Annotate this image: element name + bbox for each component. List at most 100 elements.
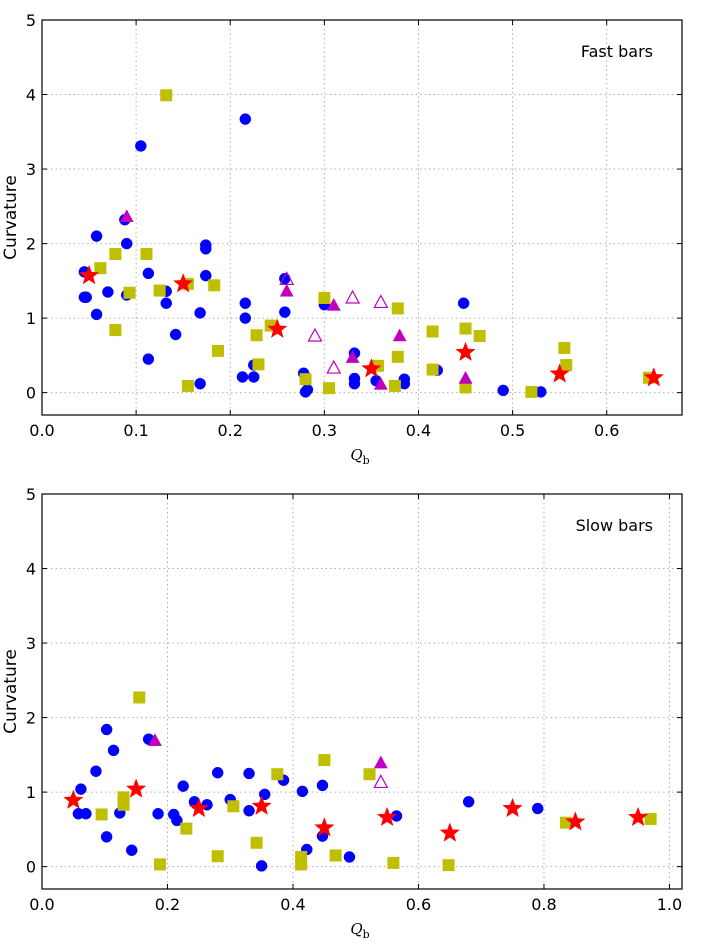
slow-bars-y-tick-label: 4 bbox=[26, 560, 36, 579]
slow-bars-star-marker bbox=[125, 778, 147, 798]
slow-bars-circle-marker bbox=[125, 844, 138, 856]
slow-bars-circle-marker bbox=[171, 814, 183, 827]
slow-bars-x-axis-label-subscript: b bbox=[363, 928, 370, 941]
fast-bars-square-marker bbox=[252, 358, 265, 371]
slow-bars-circle-marker bbox=[100, 723, 113, 736]
fast-bars-square-marker bbox=[473, 330, 486, 342]
slow-bars-circle-marker bbox=[255, 860, 268, 872]
fast-bars-circle-marker bbox=[90, 308, 103, 321]
fast-bars-circle-marker bbox=[279, 306, 291, 318]
slow-bars-plot-frame bbox=[41, 493, 683, 890]
fast-bars-star-marker bbox=[267, 318, 288, 338]
fast-bars-x-tick-label: 0.6 bbox=[594, 421, 619, 440]
slow-bars-square-marker bbox=[211, 850, 224, 863]
slow-bars-star-marker bbox=[376, 806, 398, 827]
fast-bars-y-tick-label: 2 bbox=[26, 235, 36, 254]
fast-bars-open-triangle-marker bbox=[373, 294, 389, 309]
fast-bars-x-tick-label: 0.5 bbox=[500, 421, 525, 440]
slow-bars-x-tick-label: 0.0 bbox=[29, 895, 54, 914]
fast-bars-x-tick-label: 0.1 bbox=[123, 421, 148, 440]
fast-bars-circle-marker bbox=[239, 297, 252, 309]
fast-bars-x-axis-label-subscript: b bbox=[363, 454, 370, 467]
slow-bars-square-marker bbox=[363, 768, 376, 781]
slow-bars-star-marker bbox=[63, 789, 84, 809]
fast-bars-y-tick-label: 0 bbox=[26, 384, 36, 403]
slow-bars-circle-marker bbox=[107, 744, 120, 757]
fast-bars-circle-marker bbox=[348, 377, 361, 390]
slow-bars-square-marker bbox=[644, 812, 657, 825]
slow-bars-square-marker bbox=[295, 858, 308, 871]
fast-bars-square-marker bbox=[140, 248, 153, 261]
slow-bars-square-marker bbox=[180, 822, 193, 835]
slow-bars-x-tick-label: 0.2 bbox=[155, 895, 180, 914]
fast-bars-open-triangle-marker bbox=[345, 289, 361, 304]
fast-bars-square-marker bbox=[459, 322, 472, 335]
fast-bars-y-axis-label: Curvature bbox=[1, 175, 21, 260]
fast-bars-square-marker bbox=[212, 344, 224, 357]
slow-bars-square-marker bbox=[133, 691, 146, 704]
fast-bars-circle-marker bbox=[142, 267, 155, 280]
slow-bars-square-marker bbox=[95, 808, 108, 821]
fast-bars-triangle-marker bbox=[119, 209, 134, 223]
fast-bars-triangle-marker bbox=[373, 376, 388, 390]
slow-bars-square-marker bbox=[153, 858, 166, 871]
fast-bars-square-marker bbox=[459, 381, 472, 394]
fast-bars-circle-marker bbox=[80, 291, 92, 303]
fast-bars-open-triangle-marker bbox=[326, 359, 342, 374]
fast-bars-triangle-marker bbox=[345, 350, 360, 363]
fast-bars-circle-marker bbox=[248, 371, 260, 383]
fast-bars-circle-marker bbox=[457, 297, 470, 309]
fast-bars-square-marker bbox=[250, 329, 263, 342]
slow-bars-y-tick-label: 1 bbox=[26, 783, 36, 802]
fast-bars-star-marker bbox=[172, 273, 194, 293]
fast-bars-star-marker bbox=[455, 341, 476, 362]
fast-bars-x-tick-label: 0.4 bbox=[406, 421, 431, 440]
fast-bars-circle-marker bbox=[120, 237, 133, 250]
fast-bars-circle-marker bbox=[160, 297, 172, 309]
fast-bars-circle-marker bbox=[236, 371, 249, 383]
slow-bars-y-tick-label: 3 bbox=[26, 634, 36, 653]
slow-bars-circle-marker bbox=[343, 851, 356, 863]
fast-bars-square-marker bbox=[391, 302, 404, 315]
slow-bars-star-marker bbox=[188, 797, 210, 818]
fast-bars-circle-marker bbox=[169, 328, 182, 341]
slow-bars-square-marker bbox=[329, 849, 342, 862]
fast-bars-star-marker bbox=[361, 358, 382, 378]
fast-bars-square-marker bbox=[299, 373, 312, 386]
fast-bars-square-marker bbox=[160, 89, 173, 102]
fast-bars-y-tick-label: 3 bbox=[26, 160, 36, 179]
slow-bars-circle-marker bbox=[316, 779, 329, 792]
slow-bars-circle-marker bbox=[80, 807, 92, 820]
slow-bars-square-marker bbox=[318, 754, 331, 767]
fast-bars-circle-marker bbox=[200, 269, 212, 282]
fast-bars-open-triangle-marker bbox=[279, 271, 295, 285]
fast-bars-square-marker bbox=[208, 279, 221, 292]
fast-bars-y-tick-label: 4 bbox=[26, 86, 36, 105]
fast-bars-triangle-marker bbox=[392, 328, 407, 342]
fast-bars-triangle-marker bbox=[458, 370, 473, 384]
slow-bars-square-marker bbox=[271, 768, 284, 781]
slow-bars-circle-marker bbox=[177, 780, 189, 792]
fast-bars-square-marker bbox=[153, 284, 166, 297]
fast-bars-square-marker bbox=[181, 379, 194, 392]
slow-bars-triangle-marker bbox=[373, 755, 388, 769]
slow-bars-square-marker bbox=[250, 836, 263, 849]
fast-bars-circle-marker bbox=[301, 383, 314, 396]
slow-bars-square-marker bbox=[387, 856, 400, 869]
fast-bars-x-axis-label: Qb bbox=[350, 446, 369, 467]
fast-bars-triangle-marker bbox=[326, 297, 341, 311]
fast-bars-square-marker bbox=[426, 325, 439, 338]
slow-bars-star-marker bbox=[251, 795, 272, 815]
slow-bars-circle-marker bbox=[296, 785, 309, 798]
slow-bars-square-marker bbox=[442, 859, 455, 872]
slow-bars-star-marker bbox=[314, 817, 335, 837]
fast-bars-star-marker bbox=[549, 363, 570, 383]
fast-bars-circle-marker bbox=[239, 113, 252, 125]
fast-bars-triangle-marker bbox=[279, 283, 294, 297]
slow-bars-y-tick-label: 0 bbox=[26, 858, 36, 877]
slow-bars-circle-marker bbox=[152, 807, 164, 820]
fast-bars-open-triangle-marker bbox=[307, 327, 323, 342]
slow-bars-x-tick-label: 0.8 bbox=[531, 895, 556, 914]
fast-bars-square-marker bbox=[558, 341, 571, 354]
